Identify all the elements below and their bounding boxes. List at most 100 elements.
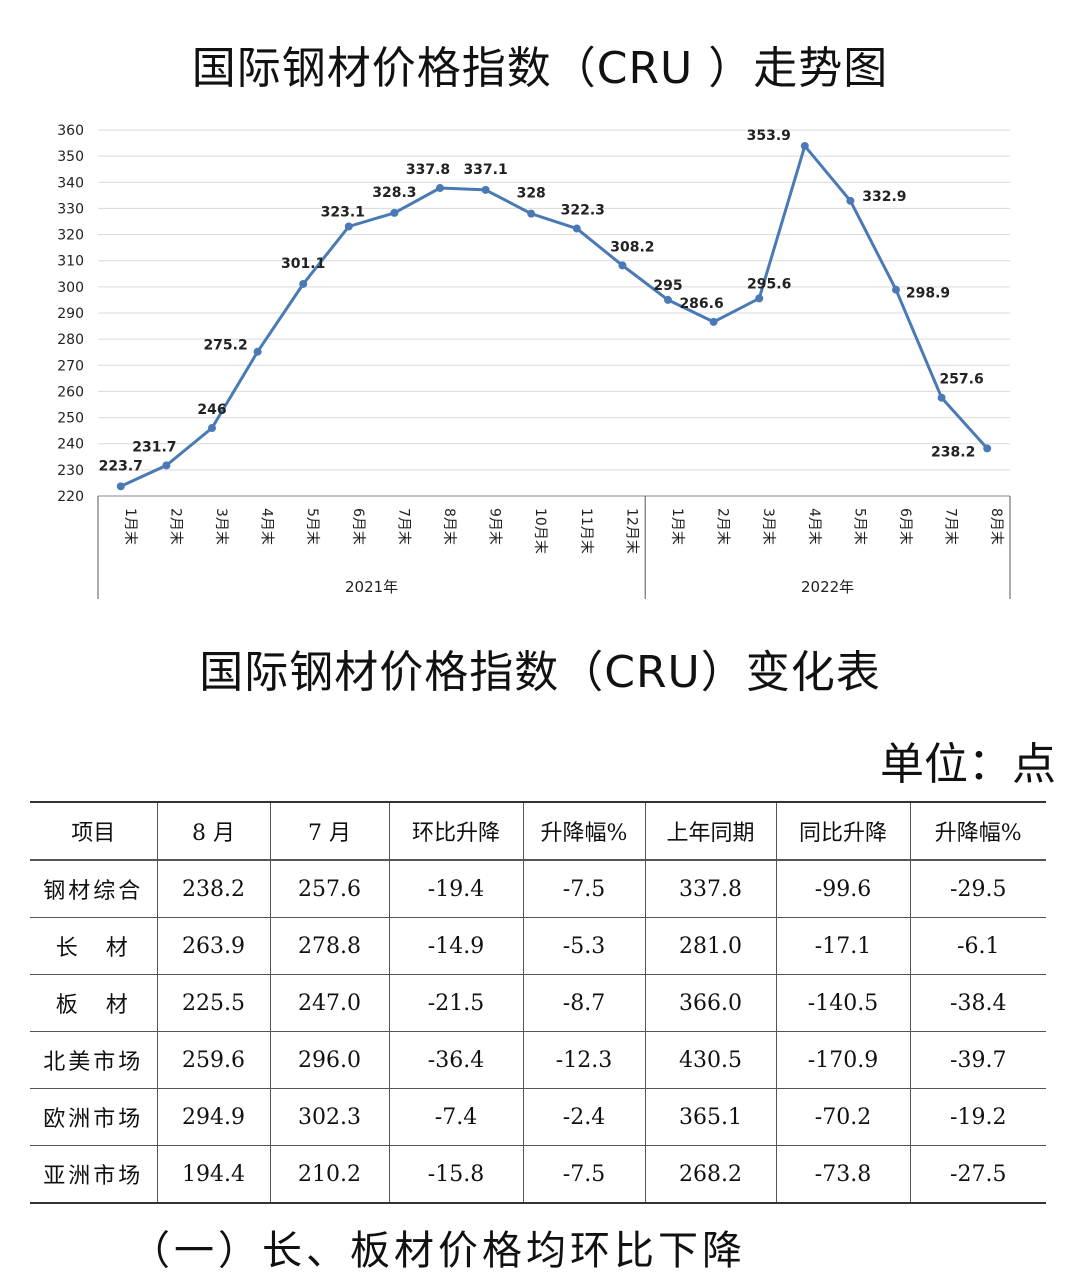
data-point	[253, 347, 262, 356]
data-label: 308.2	[610, 239, 654, 255]
data-label: 257.6	[939, 372, 983, 388]
data-point	[892, 285, 900, 294]
table-cell: 210.2	[269, 1145, 389, 1204]
table-cell: 247.0	[269, 974, 389, 1032]
y-tick-label: 360	[57, 123, 84, 139]
data-label: 328	[517, 186, 546, 202]
table-cell: 257.6	[269, 860, 389, 918]
year-label: 2022年	[801, 578, 854, 596]
header-cell: 7 月	[269, 801, 389, 861]
table-cell: -2.4	[522, 1088, 645, 1146]
table-cell: 263.9	[156, 917, 270, 975]
table-cell: 337.8	[644, 860, 776, 918]
data-point	[390, 208, 399, 217]
data-label: 337.8	[406, 162, 450, 178]
header-cell: 同比升降	[775, 801, 910, 861]
table-cell: -12.3	[522, 1031, 645, 1089]
table-cell: -7.5	[522, 860, 645, 918]
y-tick-label: 300	[57, 280, 84, 296]
header-cell: 8 月	[156, 801, 270, 861]
x-tick-label: 6月末	[897, 508, 913, 545]
x-tick-label: 3月末	[213, 508, 229, 545]
data-point	[116, 482, 125, 491]
table-cell: 281.0	[644, 917, 776, 975]
table-cell: -14.9	[388, 917, 523, 975]
data-label: 332.9	[862, 189, 906, 205]
table-row: 长 材 263.9 278.8 -14.9 -5.3 281.0 -17.1 -…	[30, 917, 1046, 975]
y-tick-label: 290	[57, 306, 84, 322]
year-label: 2021年	[345, 578, 398, 596]
table-cell: -7.5	[522, 1145, 645, 1204]
x-tick-label: 8月末	[441, 508, 457, 545]
table-cell: -39.7	[909, 1031, 1046, 1089]
x-tick-label: 4月末	[259, 508, 275, 545]
data-label: 353.9	[747, 128, 791, 144]
table-row: 欧洲市场 294.9 302.3 -7.4 -2.4 365.1 -70.2 -…	[30, 1088, 1046, 1146]
table-cell: 194.4	[156, 1145, 270, 1204]
data-point	[618, 261, 627, 270]
data-point	[572, 224, 581, 233]
table-cell: -7.4	[388, 1088, 523, 1146]
table-row: 板 材 225.5 247.0 -21.5 -8.7 366.0 -140.5 …	[30, 974, 1046, 1032]
unit-label: 单位：点	[880, 739, 1056, 790]
chart-svg: 220 230 240 250 260 270 280 290 300 310 320 330 340 3…	[57, 123, 1011, 599]
table-cell: -170.9	[775, 1031, 910, 1089]
data-label: 295	[653, 278, 682, 294]
x-tick-label: 10月末	[532, 508, 548, 554]
row-label: 亚洲市场	[30, 1145, 157, 1204]
data-label: 286.6	[679, 296, 723, 312]
table-cell: 278.8	[269, 917, 389, 975]
table-cell: 259.6	[156, 1031, 270, 1089]
table-cell: -73.8	[775, 1145, 910, 1204]
y-tick-label: 270	[57, 358, 84, 374]
change-table: 项目 8 月 7 月 环比升降 升降幅% 上年同期 同比升降 升降幅% 钢材综合…	[30, 801, 1046, 1204]
data-point	[344, 222, 353, 231]
table-cell: 296.0	[269, 1031, 389, 1089]
x-tick-label: 2月末	[715, 508, 731, 545]
data-point	[299, 279, 308, 288]
table-cell: -8.7	[522, 974, 645, 1032]
table-cell: -27.5	[909, 1145, 1046, 1204]
y-tick-label: 220	[57, 489, 84, 505]
y-tick-label: 240	[57, 437, 84, 453]
data-point	[664, 295, 672, 304]
data-point	[800, 141, 809, 150]
row-label: 长 材	[30, 917, 157, 975]
table-row: 亚洲市场 194.4 210.2 -15.8 -7.5 268.2 -73.8 …	[30, 1145, 1046, 1204]
header-cell: 项目	[30, 801, 157, 861]
table-header-row: 项目 8 月 7 月 环比升降 升降幅% 上年同期 同比升降 升降幅%	[30, 801, 1046, 861]
data-point	[709, 317, 718, 326]
data-label: 295.6	[747, 276, 791, 292]
y-tick-label: 250	[57, 411, 84, 427]
row-label: 北美市场	[30, 1031, 157, 1089]
table-cell: 365.1	[644, 1088, 776, 1146]
header-cell: 升降幅%	[522, 801, 645, 861]
y-tick-label: 310	[57, 254, 84, 270]
data-label: 223.7	[99, 458, 143, 474]
table-cell: -70.2	[775, 1088, 910, 1146]
line-chart: 220 230 240 250 260 270 280 290 300 310 320 330 340 3…	[0, 110, 1080, 610]
table-title: 国际钢材价格指数（CRU）变化表	[199, 647, 881, 698]
x-tick-label: 1月末	[122, 508, 138, 545]
x-tick-label: 7月末	[943, 508, 959, 545]
x-tick-label: 4月末	[806, 508, 822, 545]
data-label: 328.3	[372, 185, 416, 201]
table-cell: 294.9	[156, 1088, 270, 1146]
table-cell: -38.4	[909, 974, 1046, 1032]
y-tick-label: 280	[57, 332, 84, 348]
x-tick-label: 9月末	[487, 508, 503, 545]
table-cell: -99.6	[775, 860, 910, 918]
y-tick-label: 320	[57, 228, 84, 244]
data-point	[937, 393, 946, 402]
table-cell: 366.0	[644, 974, 776, 1032]
x-tick-label: 6月末	[350, 508, 366, 545]
table-cell: -36.4	[388, 1031, 523, 1089]
data-point	[436, 184, 444, 193]
table-cell: -19.4	[388, 860, 523, 918]
table-cell: 238.2	[156, 860, 270, 918]
table-row: 钢材综合 238.2 257.6 -19.4 -7.5 337.8 -99.6 …	[30, 860, 1046, 918]
table-cell: -15.8	[388, 1145, 523, 1204]
chart-title: 国际钢材价格指数（CRU ）走势图	[191, 43, 889, 94]
table-cell: -6.1	[909, 917, 1046, 975]
